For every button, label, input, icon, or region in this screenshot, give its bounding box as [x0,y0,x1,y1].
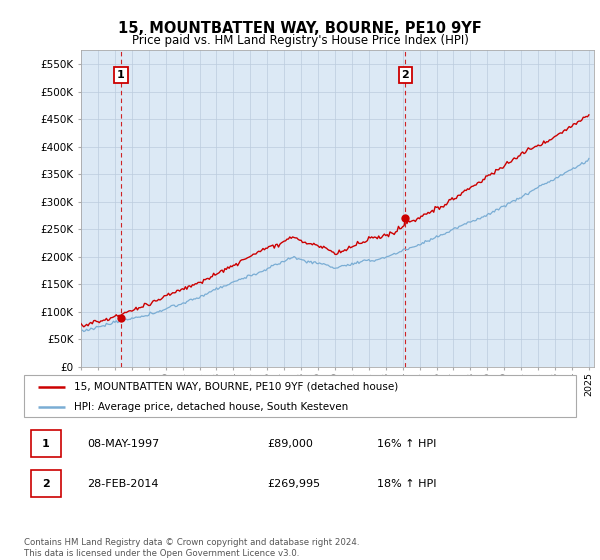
FancyBboxPatch shape [24,375,576,417]
Text: £89,000: £89,000 [267,438,313,449]
Text: Contains HM Land Registry data © Crown copyright and database right 2024.
This d: Contains HM Land Registry data © Crown c… [24,538,359,558]
Text: 28-FEB-2014: 28-FEB-2014 [88,479,159,489]
FancyBboxPatch shape [31,470,61,497]
Text: 16% ↑ HPI: 16% ↑ HPI [377,438,437,449]
Text: 2: 2 [401,70,409,80]
Text: 18% ↑ HPI: 18% ↑ HPI [377,479,437,489]
Text: 15, MOUNTBATTEN WAY, BOURNE, PE10 9YF: 15, MOUNTBATTEN WAY, BOURNE, PE10 9YF [118,21,482,36]
Text: 15, MOUNTBATTEN WAY, BOURNE, PE10 9YF (detached house): 15, MOUNTBATTEN WAY, BOURNE, PE10 9YF (d… [74,382,398,392]
Text: HPI: Average price, detached house, South Kesteven: HPI: Average price, detached house, Sout… [74,402,348,412]
Text: £269,995: £269,995 [267,479,320,489]
Text: 08-MAY-1997: 08-MAY-1997 [88,438,160,449]
Text: 2: 2 [41,479,49,489]
Text: 1: 1 [41,438,49,449]
Text: Price paid vs. HM Land Registry's House Price Index (HPI): Price paid vs. HM Land Registry's House … [131,34,469,46]
FancyBboxPatch shape [31,430,61,457]
Text: 1: 1 [117,70,125,80]
